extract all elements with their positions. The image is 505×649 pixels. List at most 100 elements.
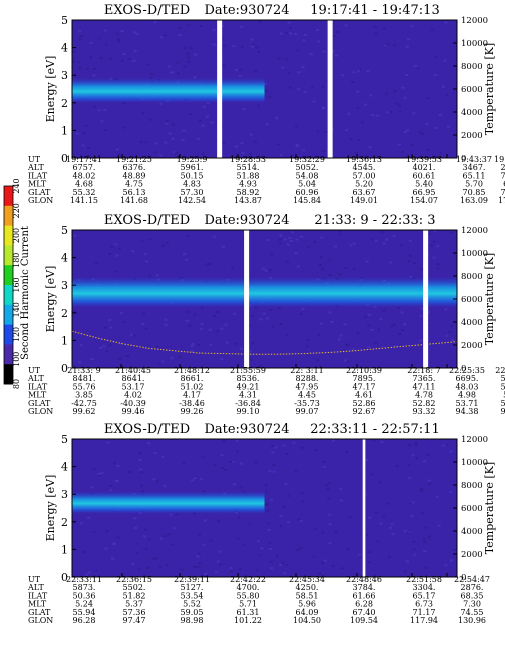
noise-speck xyxy=(279,563,282,566)
y-right-tick-label: 0 xyxy=(461,573,466,583)
orbit-row-label: MLT xyxy=(28,600,47,609)
orbit-cell: 3.85 xyxy=(75,391,93,400)
noise-speck xyxy=(152,557,156,560)
noise-speck xyxy=(420,487,424,490)
noise-speck xyxy=(356,332,360,335)
noise-speck xyxy=(80,522,83,525)
noise-speck xyxy=(117,247,121,250)
noise-speck xyxy=(328,513,332,516)
y-tick-label: 5 xyxy=(61,224,68,237)
noise-speck xyxy=(118,358,122,361)
noise-speck xyxy=(89,56,93,59)
noise-speck xyxy=(403,323,406,326)
noise-speck xyxy=(75,311,79,314)
orbit-cell: 52.82 xyxy=(413,399,436,408)
noise-speck xyxy=(283,572,287,575)
noise-speck xyxy=(314,449,318,452)
noise-speck xyxy=(261,267,265,270)
noise-speck xyxy=(345,450,349,453)
noise-speck xyxy=(389,261,393,264)
noise-speck xyxy=(84,573,88,576)
noise-speck xyxy=(172,123,175,126)
noise-speck xyxy=(439,151,443,154)
noise-speck xyxy=(321,531,325,534)
noise-speck xyxy=(158,565,162,568)
noise-speck xyxy=(358,553,362,556)
noise-speck xyxy=(403,570,407,573)
noise-speck xyxy=(268,469,272,472)
noise-speck xyxy=(287,21,291,24)
noise-speck xyxy=(434,74,437,77)
orbit-cell: 5.52 xyxy=(183,600,201,609)
noise-speck xyxy=(97,109,101,112)
noise-speck xyxy=(450,325,454,327)
noise-speck xyxy=(266,509,270,512)
orbit-cell: 61.31 xyxy=(237,608,260,617)
noise-speck xyxy=(370,328,374,331)
noise-speck xyxy=(242,238,246,241)
noise-speck xyxy=(142,535,146,538)
noise-speck xyxy=(279,154,283,157)
orbit-cell: 50.31 xyxy=(501,382,505,391)
orbit-cell: 22: 3:11 xyxy=(290,366,323,375)
noise-speck xyxy=(272,470,276,473)
chart-time-range: 21:33: 9 - 22:33: 3 xyxy=(314,213,435,228)
colorbar-segment xyxy=(4,245,13,266)
noise-speck xyxy=(134,526,138,529)
orbit-cell: 6695. xyxy=(456,374,479,383)
noise-speck xyxy=(339,488,342,491)
noise-speck xyxy=(346,548,349,551)
noise-speck xyxy=(289,240,293,242)
orbit-cell: 94.38 xyxy=(456,407,479,416)
orbit-cell: 7365. xyxy=(413,374,436,383)
noise-speck xyxy=(412,540,416,543)
noise-speck xyxy=(374,511,378,514)
noise-speck xyxy=(409,502,413,505)
orbit-cell: 66.95 xyxy=(413,188,436,197)
y-tick-label: 2 xyxy=(61,516,68,529)
y-tick-label: 3 xyxy=(61,69,68,82)
noise-speck xyxy=(317,40,320,43)
noise-speck xyxy=(294,125,298,128)
noise-speck xyxy=(165,241,169,244)
data-gap xyxy=(244,230,250,368)
noise-speck xyxy=(240,25,244,28)
noise-speck xyxy=(299,312,303,315)
noise-speck xyxy=(153,151,157,154)
noise-speck xyxy=(354,151,358,154)
orbit-cell: 56.13 xyxy=(123,188,146,197)
chart-date: Date:930724 xyxy=(204,422,289,437)
noise-speck xyxy=(164,323,168,326)
orbit-cell: 22:33:11 xyxy=(66,575,102,584)
y-right-tick-label: 6000 xyxy=(461,295,483,305)
y-right-tick-label: 10000 xyxy=(461,458,488,468)
noise-speck xyxy=(382,27,386,30)
y-tick-label: 4 xyxy=(61,461,68,474)
colorbar-tick-label: 120 xyxy=(12,327,21,342)
orbit-cell: 145.84 xyxy=(293,196,321,205)
orbit-cell: 101.22 xyxy=(234,616,262,625)
noise-speck xyxy=(444,21,448,24)
noise-speck xyxy=(241,152,245,155)
noise-speck xyxy=(427,479,431,482)
orbit-cell: 52.86 xyxy=(353,399,376,408)
noise-speck xyxy=(285,31,288,34)
noise-speck xyxy=(371,114,375,117)
noise-speck xyxy=(289,26,292,29)
colorbar-segment xyxy=(4,285,13,306)
noise-speck xyxy=(140,484,143,487)
noise-speck xyxy=(102,345,106,348)
noise-speck xyxy=(222,245,225,248)
orbit-cell: 48.02 xyxy=(73,171,96,180)
noise-speck xyxy=(424,526,428,529)
noise-speck xyxy=(307,246,311,249)
colorbar-frame xyxy=(3,185,14,385)
orbit-cell: 22:33: 3 xyxy=(495,366,505,375)
noise-speck xyxy=(140,239,144,242)
noise-speck xyxy=(415,456,419,459)
noise-speck xyxy=(233,483,236,486)
noise-speck xyxy=(155,274,159,277)
noise-speck xyxy=(407,38,410,41)
noise-speck xyxy=(321,85,325,88)
y-tick-label: 4 xyxy=(61,252,68,265)
